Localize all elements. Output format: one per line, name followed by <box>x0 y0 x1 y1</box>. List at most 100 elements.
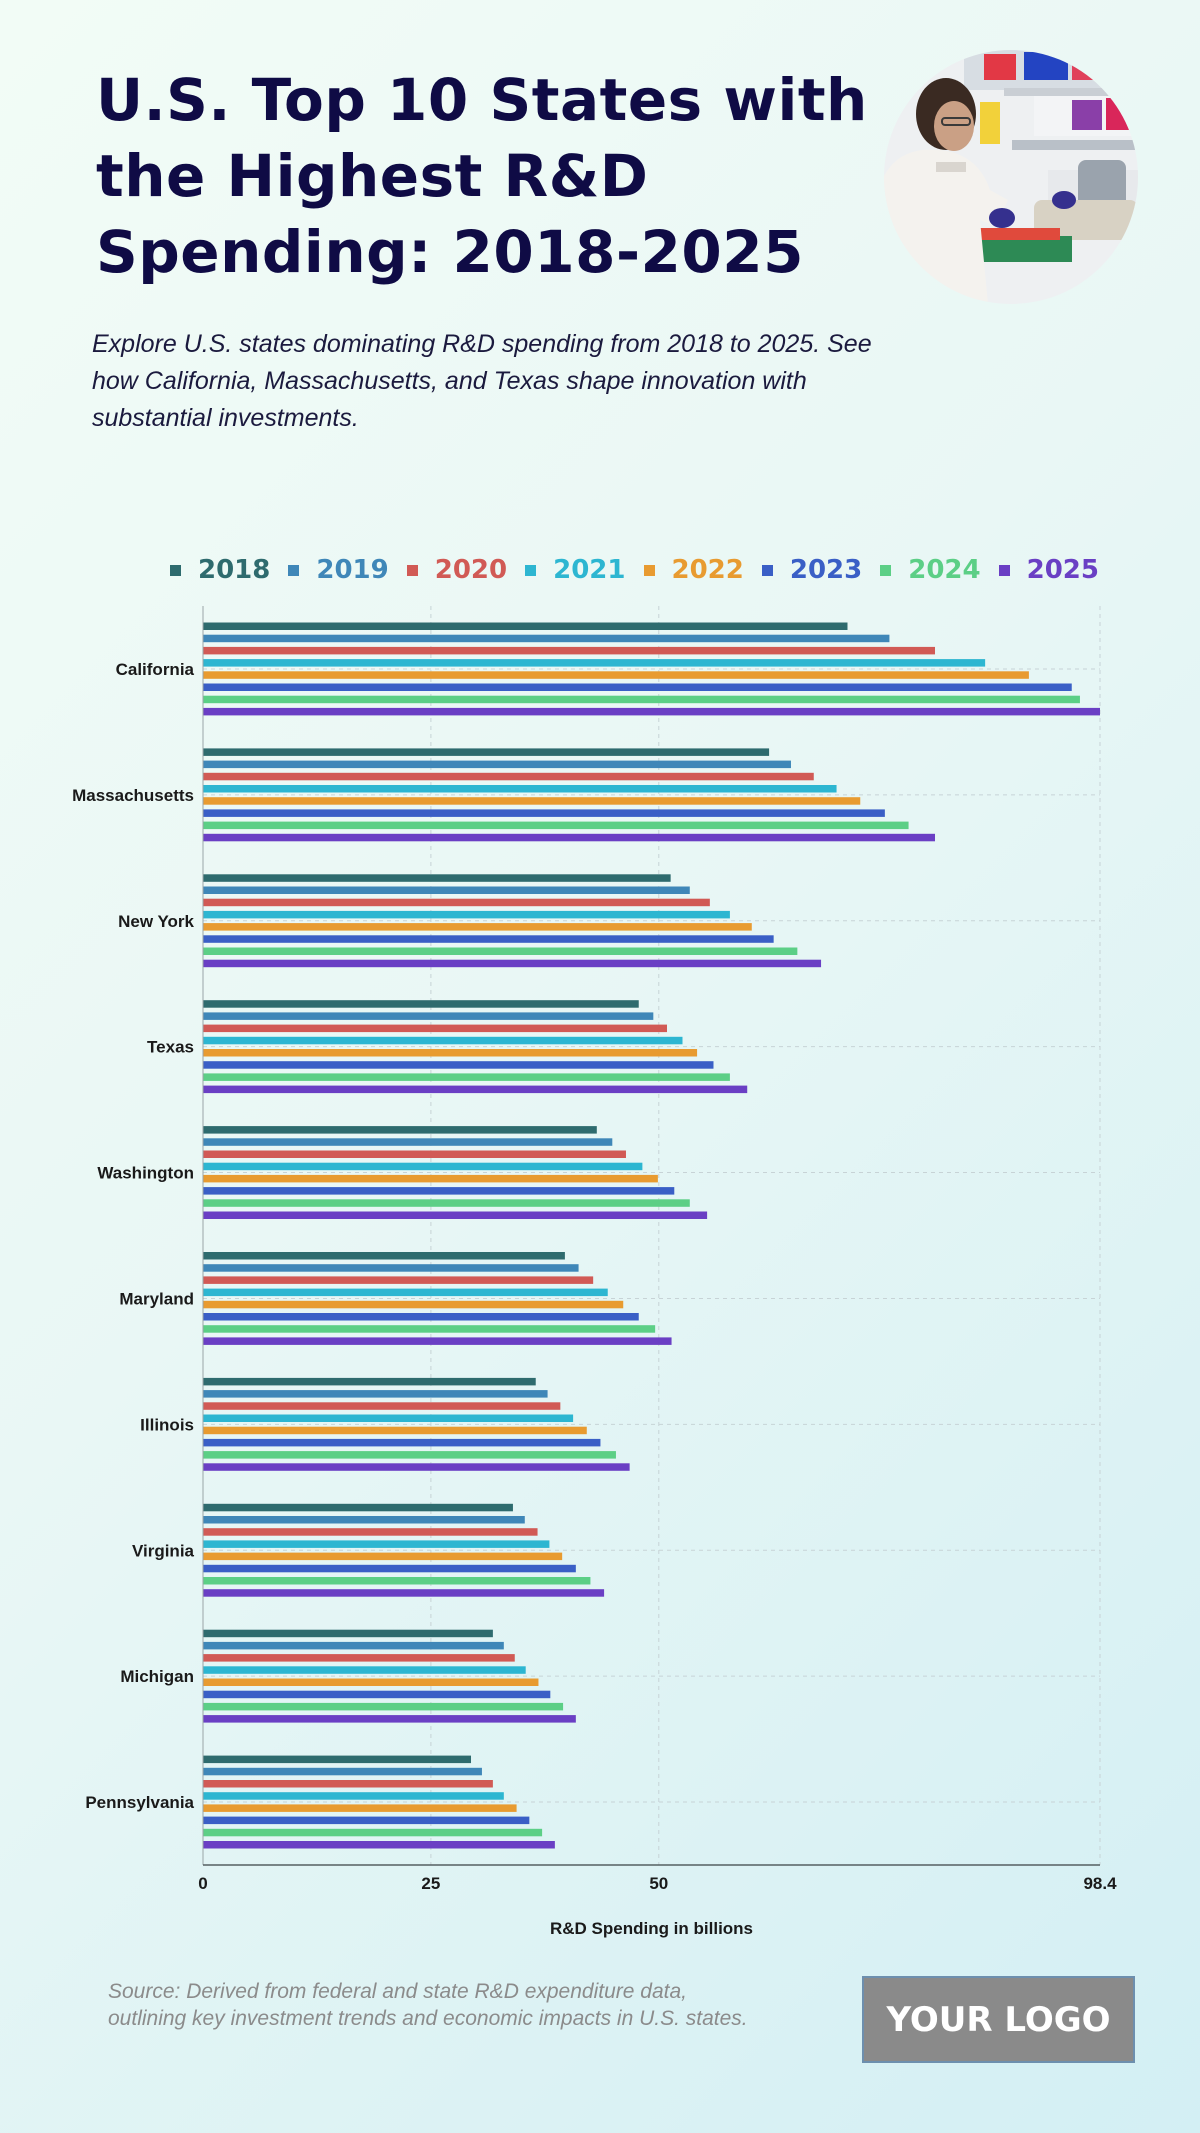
bar-2018 <box>203 1126 597 1134</box>
bar-2021 <box>203 1792 504 1800</box>
bar-2023 <box>203 1061 714 1069</box>
bar-2018 <box>203 748 770 756</box>
bar-2019 <box>203 1516 525 1524</box>
bar-2024 <box>203 695 1080 704</box>
logo-placeholder: YOUR LOGO <box>862 1976 1135 2063</box>
category-label: Washington <box>97 1164 194 1183</box>
legend-marker-2023 <box>761 564 773 576</box>
category-label: Illinois <box>140 1415 194 1434</box>
bar-2019 <box>203 1390 548 1398</box>
bar-2020 <box>203 1150 626 1158</box>
bar-2025 <box>203 1211 708 1219</box>
legend-label-2018: 2018 <box>198 555 271 585</box>
category-label: Massachusetts <box>72 786 194 805</box>
legend-item-2018: 2018 <box>170 555 270 585</box>
legend-label-2020: 2020 <box>434 555 508 585</box>
bar-2020 <box>203 772 814 781</box>
bar-2025 <box>203 1337 672 1345</box>
x-tick-label: 25 <box>421 1874 440 1893</box>
x-tick-label: 0 <box>198 1874 207 1893</box>
legend-item-2025: 2025 <box>998 555 1099 585</box>
bar-2024 <box>203 1828 543 1837</box>
legend-item-2021: 2021 <box>525 555 626 585</box>
bar-2025 <box>203 707 1100 716</box>
bar-2025 <box>203 1589 605 1597</box>
legend-label-2022: 2022 <box>671 555 744 585</box>
chart-legend: 2018 2019 2020 2021 2022 2023 2024 2025 <box>170 548 1117 592</box>
bar-2021 <box>203 1036 683 1045</box>
legend-item-2024: 2024 <box>880 555 981 585</box>
bar-2025 <box>203 1715 576 1723</box>
legend-marker-2021 <box>525 564 537 576</box>
bar-2018 <box>203 1252 565 1260</box>
bar-2022 <box>203 1049 698 1057</box>
bar-2019 <box>203 1767 482 1776</box>
bar-2019 <box>203 1012 654 1020</box>
legend-item-2019: 2019 <box>288 555 389 585</box>
bar-2018 <box>203 1755 472 1764</box>
bar-2022 <box>203 671 1029 679</box>
legend-marker-2019 <box>288 564 300 576</box>
bar-2025 <box>203 959 822 968</box>
page-subtitle: Explore U.S. states dominating R&D spend… <box>92 330 872 432</box>
bar-2023 <box>203 683 1072 691</box>
bar-2023 <box>203 935 774 943</box>
bar-2020 <box>203 1024 667 1033</box>
legend-label-2025: 2025 <box>1026 555 1099 585</box>
bar-2018 <box>203 1377 536 1386</box>
bar-2020 <box>203 646 936 655</box>
bar-2021 <box>203 1540 550 1548</box>
bar-2024 <box>203 1451 616 1459</box>
bar-2020 <box>203 1276 594 1284</box>
bar-2024 <box>203 1702 564 1711</box>
bar-2025 <box>203 1085 748 1094</box>
bar-2024 <box>203 1325 656 1333</box>
legend-item-2020: 2020 <box>406 555 508 585</box>
bar-2023 <box>203 809 885 817</box>
bar-2023 <box>203 1313 639 1321</box>
bar-2024 <box>203 1073 730 1081</box>
page-title: U.S. Top 10 States with the Highest R&D … <box>96 66 868 286</box>
bar-2021 <box>203 785 837 793</box>
bar-2023 <box>203 1816 530 1825</box>
bar-2020 <box>203 1654 515 1662</box>
bar-2024 <box>203 1577 591 1585</box>
x-tick-label: 98.4 <box>1083 1874 1117 1893</box>
legend-marker-2018 <box>170 564 181 576</box>
legend-marker-2022 <box>643 564 655 576</box>
bar-2022 <box>203 797 861 805</box>
legend-item-2023: 2023 <box>761 555 863 585</box>
bar-2018 <box>203 1629 493 1638</box>
bar-2022 <box>203 1678 539 1686</box>
bar-2018 <box>203 1000 639 1008</box>
bar-2025 <box>203 1463 630 1471</box>
bar-2018 <box>203 874 671 882</box>
legend-marker-2020 <box>406 564 418 576</box>
bar-2024 <box>203 947 798 955</box>
bar-2019 <box>203 1138 613 1146</box>
bar-2020 <box>203 1402 561 1410</box>
bar-2023 <box>203 1690 551 1699</box>
bar-2022 <box>203 1174 658 1183</box>
bar-2021 <box>203 1288 608 1297</box>
bar-2019 <box>203 1641 504 1650</box>
bar-2018 <box>203 1503 513 1512</box>
bar-2022 <box>203 1426 587 1435</box>
legend-item-2022: 2022 <box>643 555 744 585</box>
bar-2023 <box>203 1187 675 1195</box>
category-label: Virginia <box>132 1541 195 1560</box>
bar-2020 <box>203 1780 493 1788</box>
bar-2021 <box>203 1666 526 1674</box>
bar-2022 <box>203 1804 517 1812</box>
bar-2023 <box>203 1564 576 1573</box>
legend-marker-2025 <box>998 564 1010 576</box>
bar-2018 <box>203 622 848 630</box>
category-label: Texas <box>147 1038 194 1057</box>
legend-label-2024: 2024 <box>908 555 981 585</box>
legend-label-2023: 2023 <box>789 555 863 585</box>
bar-2019 <box>203 634 890 643</box>
bar-2019 <box>203 1264 579 1272</box>
bar-2021 <box>203 910 730 919</box>
bar-2025 <box>203 833 936 842</box>
bar-2022 <box>203 1300 624 1309</box>
